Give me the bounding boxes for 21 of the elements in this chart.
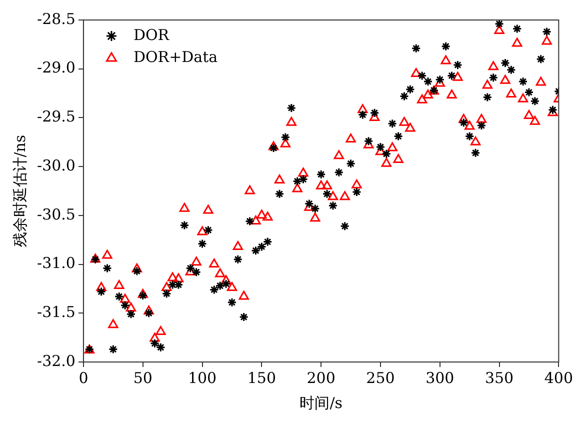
- legend-label: DOR+Data: [133, 48, 218, 66]
- x-tick-label: 250: [366, 368, 395, 387]
- x-axis-title: 时间/s: [300, 394, 342, 412]
- y-tick-label: -28.5: [37, 10, 76, 28]
- y-axis-title: 残余时延估计/ns: [10, 134, 29, 248]
- x-tick-label: 50: [133, 368, 152, 387]
- y-tick-label: -30.5: [37, 205, 76, 224]
- y-tick-label: -31.5: [37, 303, 76, 322]
- y-tick-label: -29.5: [37, 108, 76, 126]
- x-tick-label: 400: [544, 368, 574, 387]
- x-tick-label: 200: [306, 368, 336, 387]
- y-tick-label: -29.0: [37, 58, 76, 77]
- y-tick-label: -32.0: [37, 352, 76, 370]
- x-tick-label: 350: [484, 368, 514, 387]
- x-tick-label: 0: [78, 368, 88, 387]
- y-tick-label: -30.0: [37, 156, 76, 174]
- x-tick-label: 300: [426, 368, 454, 387]
- y-tick-label: -31.0: [37, 254, 76, 272]
- legend-label: DOR: [133, 26, 170, 44]
- x-tick-label: 100: [188, 368, 217, 387]
- x-tick-label: 150: [247, 368, 276, 387]
